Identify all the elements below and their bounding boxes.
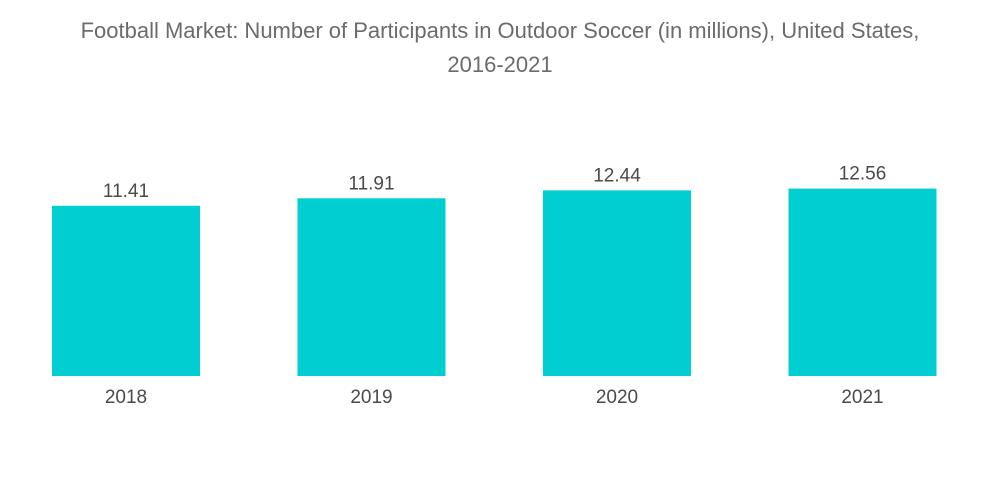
bar-2018 xyxy=(52,205,200,376)
category-label-2019: 2019 xyxy=(350,387,392,408)
bar-2019 xyxy=(297,198,446,376)
category-label-2021: 2021 xyxy=(841,387,883,408)
data-label-2021: 12.56 xyxy=(839,164,887,185)
data-label-2019: 11.91 xyxy=(348,173,394,194)
bar-2021 xyxy=(788,188,937,376)
category-label-2018: 2018 xyxy=(105,387,147,408)
data-label-2018: 11.41 xyxy=(103,181,149,202)
chart-title-line-2: 2016-2021 xyxy=(447,52,553,77)
chart-title-line-1: Football Market: Number of Participants … xyxy=(80,18,920,43)
bar-2020 xyxy=(543,190,691,376)
category-label-2020: 2020 xyxy=(596,387,638,408)
data-label-2020: 12.44 xyxy=(593,165,641,186)
chart-title: Football Market: Number of Participants … xyxy=(0,14,1000,82)
